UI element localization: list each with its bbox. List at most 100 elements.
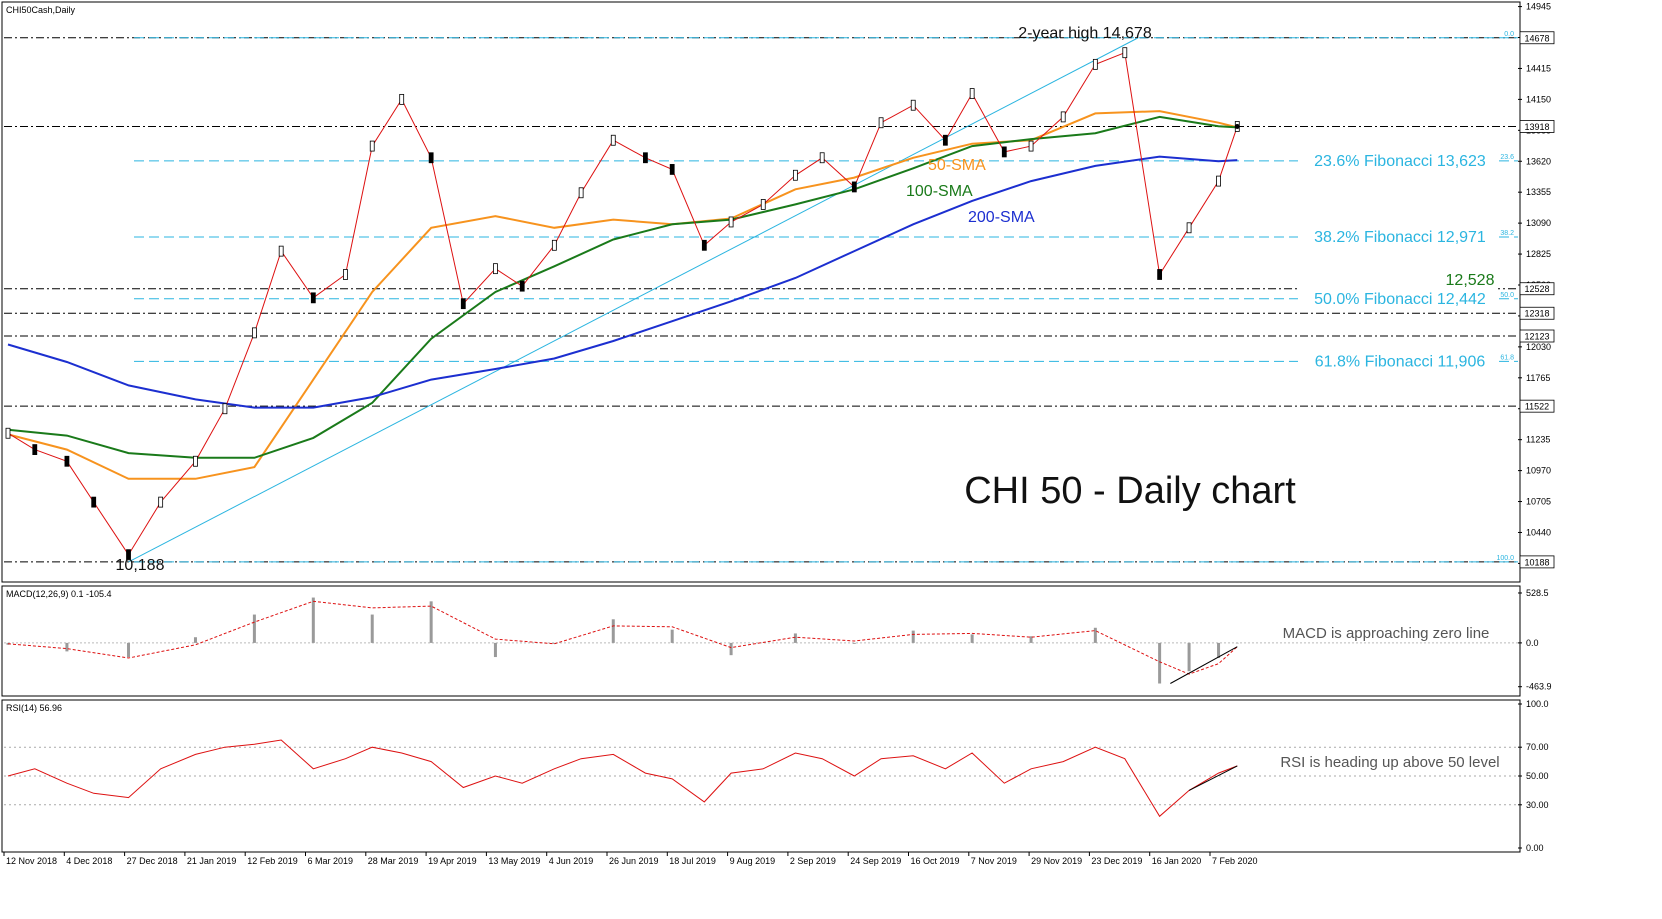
y-tick-label: 14150 [1526, 94, 1551, 104]
trendline [128, 37, 1139, 563]
main-panel-title: CHI50Cash,Daily [6, 5, 76, 15]
price-candle [310, 292, 316, 304]
macd-histogram-bar [252, 614, 256, 643]
price-candle [460, 298, 466, 310]
price-candle [1028, 140, 1034, 152]
price-candle [158, 496, 164, 508]
price-candle [1186, 222, 1192, 234]
rsi-y-label: 100.0 [1526, 699, 1549, 709]
price-candle [1001, 146, 1007, 158]
fib-ratio-label: 61.8 [1500, 354, 1514, 361]
fib-label: 61.8% Fibonacci 11,906 [1315, 353, 1486, 370]
macd-histogram-bar [370, 614, 374, 643]
x-tick-label: 12 Nov 2018 [6, 856, 57, 866]
x-tick-label: 16 Oct 2019 [911, 856, 960, 866]
x-tick-label: 18 Jul 2019 [669, 856, 716, 866]
x-tick-label: 6 Mar 2019 [308, 856, 354, 866]
fib-label: 50.0% Fibonacci 12,442 [1314, 291, 1486, 308]
x-tick-label: 9 Aug 2019 [730, 856, 776, 866]
price-candle [193, 455, 198, 467]
macd-histogram-bar [852, 642, 856, 644]
y-tick-label: 13090 [1526, 218, 1551, 228]
x-tick-label: 28 Mar 2019 [368, 856, 419, 866]
y-tick-label: 13620 [1526, 156, 1551, 166]
rsi-line [7, 739, 1238, 818]
price-markers [1234, 123, 1240, 129]
y-tick-label: 12030 [1526, 342, 1551, 352]
price-candle [428, 152, 434, 164]
x-tick-label: 12 Feb 2019 [247, 856, 298, 866]
fib-label-bg [1298, 149, 1498, 169]
macd-histogram-bar [127, 642, 131, 658]
level-label-box [1519, 399, 1555, 413]
price-candle [91, 496, 97, 508]
x-tick-label: 26 Jun 2019 [609, 856, 659, 866]
macd-panel-title: MACD(12,26,9) 0.1 -105.4 [6, 589, 112, 599]
sma-line-50-sma [7, 110, 1238, 480]
price-candle [399, 93, 405, 105]
price-candle [126, 549, 131, 561]
price-candle [851, 181, 857, 193]
macd-signal-line [7, 600, 1238, 675]
fib-ratio-label: 100.0 [1496, 555, 1514, 562]
macd-histogram-bar [1187, 642, 1191, 672]
price-candle [878, 117, 884, 129]
macd-histogram-bar [1093, 627, 1097, 643]
level-label: 14678 [1524, 33, 1549, 43]
y-tick-label: 10440 [1526, 527, 1551, 537]
annotation-low: 10,188 [116, 557, 165, 574]
macd-histogram-bar [611, 619, 615, 643]
price-candle [1216, 175, 1221, 187]
level-label: 12318 [1524, 309, 1549, 319]
x-tick-label: 7 Feb 2020 [1212, 856, 1258, 866]
rsi-y-label: 30.00 [1526, 800, 1549, 810]
macd-y-label: 528.5 [1526, 588, 1549, 598]
rsi-y-label: 50.00 [1526, 771, 1549, 781]
annotation-high: 2-year high 14,678 [1018, 25, 1152, 42]
price-candle [278, 245, 284, 257]
macd-panel [1, 585, 1521, 697]
level-label: 12528 [1524, 284, 1549, 294]
moving-averages [7, 110, 1238, 480]
fib-ratio-label: 50.0 [1500, 292, 1514, 299]
y-tick-label: 12825 [1526, 249, 1551, 259]
y-tick-label: 11765 [1526, 373, 1550, 383]
price-candle [1060, 111, 1066, 123]
macd-histogram-bar [65, 642, 69, 652]
price-candle [728, 216, 734, 228]
sma-line-200-sma [7, 155, 1238, 409]
price-candle [222, 403, 228, 415]
fibonacci-levels: 0.0 23.6 23.6% Fibonacci 13,623 38.2 38.2% F… [134, 31, 1518, 563]
fib-label-bg [1298, 350, 1498, 370]
macd-histogram-bar [1217, 642, 1221, 658]
level-label: 10188 [1524, 557, 1549, 567]
price-close-line [7, 52, 1238, 556]
x-tick-label: 4 Jun 2019 [549, 856, 594, 866]
fib-label-bg [1298, 226, 1498, 246]
panel-frames [1, 1, 1521, 853]
price-candle [519, 280, 525, 292]
chart-title: CHI 50 - Daily chart [964, 470, 1296, 512]
price-candle [701, 239, 707, 251]
macd-trendline [1170, 646, 1238, 684]
macd-histogram-bar [429, 601, 433, 643]
fib-ratio-label: 38.2 [1500, 230, 1514, 237]
x-tick-label: 29 Nov 2019 [1031, 856, 1082, 866]
macd-y-label: -463.9 [1526, 682, 1552, 692]
price-candle [578, 187, 584, 199]
x-tick-label: 13 May 2019 [488, 856, 540, 866]
rsi-y-label: 70.00 [1526, 742, 1549, 752]
macd-histogram-bar [729, 642, 733, 656]
rsi-y-label: 0.00 [1526, 843, 1544, 853]
price-candle [669, 164, 675, 175]
level-label-box [1519, 555, 1555, 569]
price-candle [1122, 47, 1128, 59]
y-tick-label: 10970 [1526, 466, 1551, 476]
price-candle [1092, 58, 1098, 70]
macd-y-label: 0.0 [1526, 638, 1539, 648]
x-axis: 12 Nov 2018 4 Dec 2018 27 Dec 2018 21 Jan 2… [3, 852, 1258, 866]
x-tick-label: 27 Dec 2018 [127, 856, 178, 866]
level-label-box [1519, 306, 1555, 320]
fib-label-bg [1298, 287, 1498, 307]
level-label-box [1519, 282, 1555, 296]
